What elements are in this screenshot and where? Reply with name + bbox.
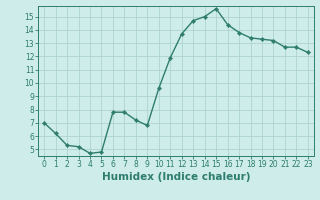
X-axis label: Humidex (Indice chaleur): Humidex (Indice chaleur) (102, 172, 250, 182)
